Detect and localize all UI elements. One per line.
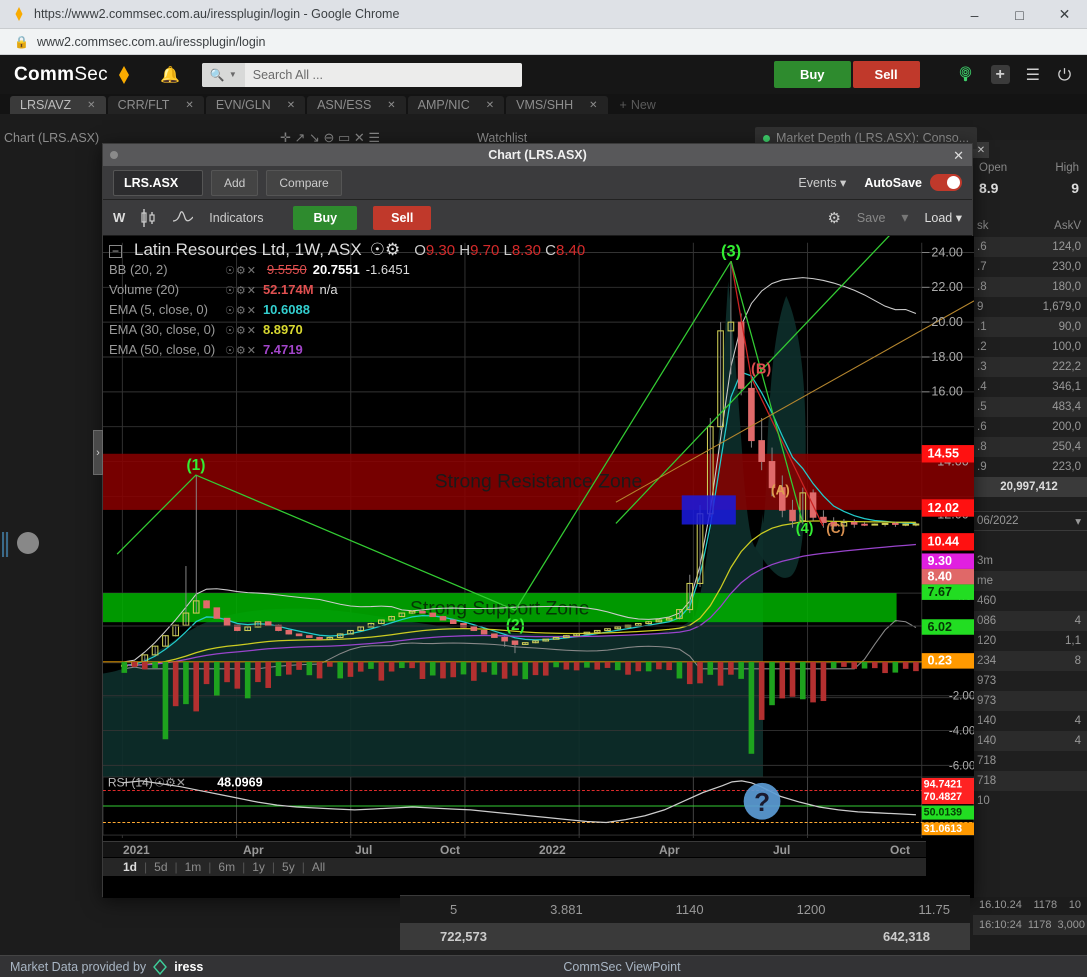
svg-text:22.00: 22.00: [931, 280, 962, 294]
svg-text:RSI (14): RSI (14): [108, 776, 153, 790]
svg-text:94.7421: 94.7421: [924, 779, 962, 791]
svg-text:48.0969: 48.0969: [217, 776, 262, 790]
svg-text:16.00: 16.00: [931, 385, 962, 399]
svg-text:20.00: 20.00: [931, 315, 962, 329]
svg-text:6.02: 6.02: [928, 620, 952, 634]
svg-text:0.23: 0.23: [928, 654, 952, 668]
svg-text:-4.00: -4.00: [949, 724, 974, 737]
svg-text:31.0613: 31.0613: [924, 823, 962, 835]
svg-text:12.02: 12.02: [928, 501, 959, 515]
svg-text:(2): (2): [506, 617, 525, 634]
svg-text:(4): (4): [796, 521, 814, 537]
svg-text:?: ?: [754, 787, 770, 817]
svg-text:(3): (3): [721, 242, 741, 260]
svg-text:Strong Resistance Zone: Strong Resistance Zone: [435, 471, 643, 493]
svg-text:(1): (1): [186, 457, 205, 474]
svg-text:(A): (A): [771, 482, 790, 497]
svg-text:50.0139: 50.0139: [924, 807, 962, 819]
svg-text:9.30: 9.30: [928, 554, 952, 568]
svg-text:7.67: 7.67: [928, 585, 952, 599]
svg-text:14.55: 14.55: [928, 447, 959, 461]
svg-text:☉⚙✕: ☉⚙✕: [154, 776, 186, 790]
svg-text:-6.00: -6.00: [949, 759, 974, 772]
svg-text:70.4827: 70.4827: [924, 791, 962, 803]
svg-text:24.00: 24.00: [931, 245, 962, 259]
svg-text:-2.00: -2.00: [949, 690, 974, 703]
svg-text:18.00: 18.00: [931, 350, 962, 364]
svg-text:(C): (C): [826, 521, 845, 536]
svg-text:10.44: 10.44: [928, 535, 959, 549]
svg-text:8.40: 8.40: [928, 570, 952, 584]
svg-text:(B): (B): [751, 361, 771, 377]
